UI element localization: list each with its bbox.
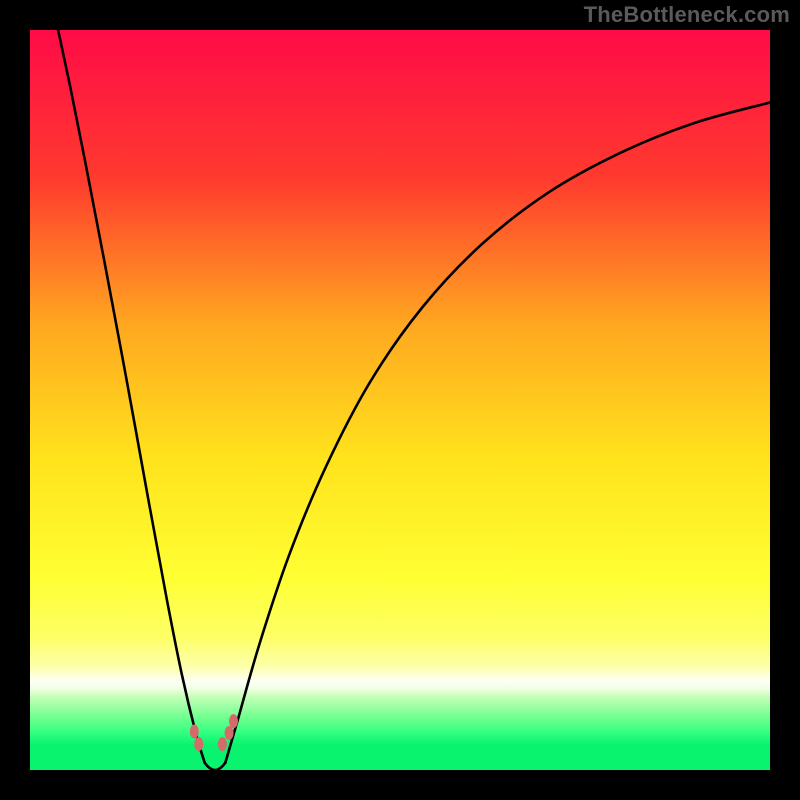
chart-container: { "watermark": { "text": "TheBottleneck.… — [0, 0, 800, 800]
plot-gradient-background — [30, 30, 770, 770]
watermark-text: TheBottleneck.com — [584, 2, 790, 28]
plot-area — [30, 30, 770, 770]
